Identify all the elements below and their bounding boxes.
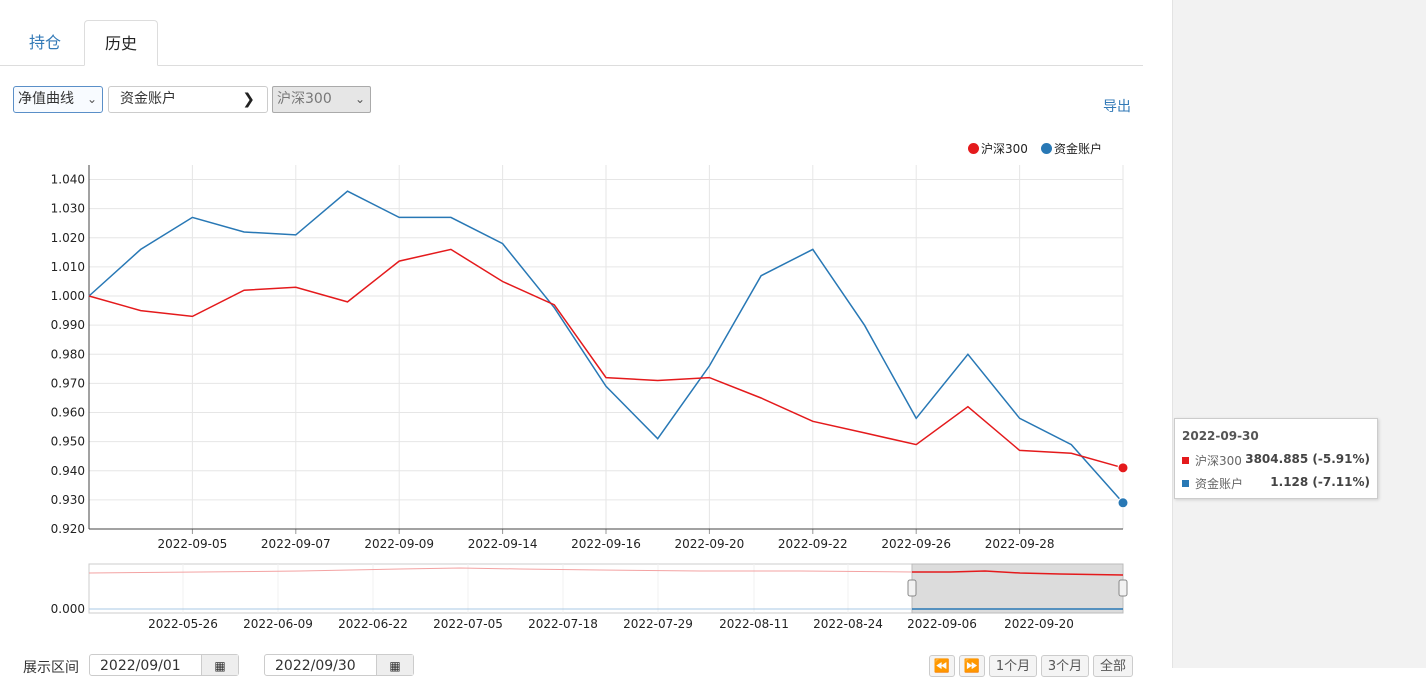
- y-tick-label: 0.950: [51, 435, 85, 449]
- range-all-button[interactable]: 全部: [1093, 655, 1133, 677]
- navigator-x-tick-label: 2022-08-11: [719, 617, 789, 631]
- curve-type-select[interactable]: 净值曲线 ⌄: [13, 86, 103, 113]
- navigator-x-tick-label: 2022-08-24: [813, 617, 883, 631]
- navigator-handle[interactable]: [907, 579, 917, 597]
- end-date-input[interactable]: 2022/09/30 ▦: [264, 654, 414, 676]
- legend-label: 沪深300: [981, 142, 1028, 156]
- curve-type-value: 净值曲线: [18, 91, 74, 107]
- rewind-icon[interactable]: ⏪: [929, 655, 955, 677]
- series-line-account[interactable]: [88, 190, 1124, 504]
- x-tick-label: 2022-09-16: [571, 537, 641, 551]
- start-date-value: 2022/09/01: [100, 658, 181, 674]
- tooltip-date: 2022-09-30: [1182, 429, 1259, 443]
- range-label: 展示区间: [23, 660, 79, 676]
- y-tick-label: 0.920: [51, 522, 85, 536]
- chevron-down-icon: ⌄: [86, 92, 97, 106]
- legend-marker: [1041, 143, 1052, 154]
- x-tick-label: 2022-09-28: [985, 537, 1055, 551]
- tooltip-row-account: 资金账户 1.128 (-7.11%): [1182, 475, 1370, 491]
- chevron-down-icon: ⌄: [354, 92, 365, 106]
- tooltip-series-name: 资金账户: [1195, 477, 1244, 491]
- navigator-x-tick-label: 2022-09-20: [1004, 617, 1074, 631]
- legend-item-account[interactable]: 资金账户: [1041, 140, 1102, 157]
- x-tick-label: 2022-09-22: [778, 537, 848, 551]
- navigator-series-hs300: [88, 567, 913, 574]
- navigator-x-tick-label: 2022-06-09: [243, 617, 313, 631]
- y-tick-label: 0.980: [51, 347, 85, 361]
- legend-label: 资金账户: [1054, 142, 1103, 156]
- benchmark-value: 沪深300: [277, 91, 332, 107]
- right-panel: [1172, 0, 1426, 668]
- tab-positions[interactable]: 持仓: [28, 33, 61, 52]
- series-line-hs300[interactable]: [88, 248, 1124, 469]
- end-date-value: 2022/09/30: [275, 658, 356, 674]
- tooltip-series-name: 沪深300: [1195, 454, 1242, 468]
- navigator-series-hs300: [912, 570, 1124, 576]
- tooltip-row-hs300: 沪深300 3804.885 (-5.91%): [1182, 452, 1370, 468]
- range-1m-button[interactable]: 1个月: [989, 655, 1037, 677]
- export-link[interactable]: 导出: [1103, 99, 1131, 115]
- account-select[interactable]: 资金账户 ❯: [108, 86, 268, 113]
- chart-tooltip: 2022-09-30 沪深300 3804.885 (-5.91%) 资金账户 …: [1174, 418, 1378, 499]
- nav-chart[interactable]: 1.040 1.030 1.020 1.010 1.000 0.990 0.980 0.970…: [0, 0, 1172, 640]
- data-point-hs300[interactable]: [1117, 462, 1129, 474]
- y-tick-label: 1.010: [51, 260, 85, 274]
- navigator-x-tick-label: 2022-07-18: [528, 617, 598, 631]
- series-marker: [1182, 457, 1189, 464]
- x-tick-label: 2022-09-26: [881, 537, 951, 551]
- tab-history[interactable]: 历史: [84, 20, 158, 66]
- calendar-icon[interactable]: ▦: [376, 655, 413, 675]
- navigator-x-tick-label: 2022-07-05: [433, 617, 503, 631]
- y-tick-label: 0.960: [51, 406, 85, 420]
- tooltip-series-value: 1.128 (-7.11%): [1270, 475, 1370, 489]
- x-tick-label: 2022-09-14: [468, 537, 538, 551]
- fast-forward-icon[interactable]: ⏩: [959, 655, 985, 677]
- navigator-x-tick-label: 2022-09-06: [907, 617, 977, 631]
- navigator-x-tick-label: 2022-07-29: [623, 617, 693, 631]
- y-tick-label: 1.000: [51, 289, 85, 303]
- y-tick-label: 1.020: [51, 231, 85, 245]
- start-date-input[interactable]: 2022/09/01 ▦: [89, 654, 239, 676]
- x-tick-label: 2022-09-20: [675, 537, 745, 551]
- navigator-y-tick-label: 0.000: [51, 602, 85, 616]
- y-tick-label: 0.930: [51, 493, 85, 507]
- legend-marker: [968, 143, 979, 154]
- x-tick-label: 2022-09-09: [364, 537, 434, 551]
- range-3m-button[interactable]: 3个月: [1041, 655, 1089, 677]
- y-tick-label: 0.940: [51, 464, 85, 478]
- y-tick-label: 0.970: [51, 376, 85, 390]
- chevron-down-icon: ❯: [242, 90, 255, 108]
- calendar-icon[interactable]: ▦: [201, 655, 238, 675]
- main-area: 持仓 历史 净值曲线 ⌄ 资金账户 ❯ 沪深300 ⌄ 导出 沪深300 资金账…: [0, 0, 1172, 677]
- navigator-handle[interactable]: [1118, 579, 1128, 597]
- tab-bar: 持仓 历史: [0, 20, 1143, 66]
- data-point-account[interactable]: [1117, 497, 1129, 509]
- navigator-x-tick-label: 2022-05-26: [148, 617, 218, 631]
- y-tick-label: 1.030: [51, 202, 85, 216]
- account-value: 资金账户: [120, 91, 176, 107]
- benchmark-select[interactable]: 沪深300 ⌄: [272, 86, 371, 113]
- navigator-x-tick-label: 2022-06-22: [338, 617, 408, 631]
- x-tick-label: 2022-09-07: [261, 537, 331, 551]
- y-tick-label: 0.990: [51, 318, 85, 332]
- series-marker: [1182, 480, 1189, 487]
- x-tick-label: 2022-09-05: [158, 537, 228, 551]
- y-tick-label: 1.040: [51, 173, 85, 187]
- tooltip-series-value: 3804.885 (-5.91%): [1245, 452, 1370, 466]
- legend-item-hs300[interactable]: 沪深300: [968, 140, 1028, 157]
